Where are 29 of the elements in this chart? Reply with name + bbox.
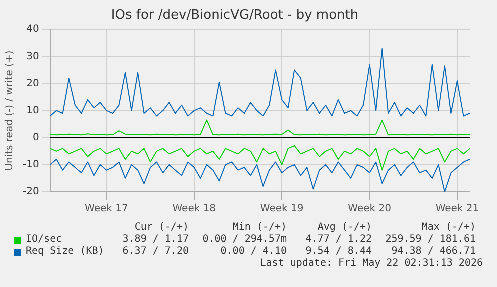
y-axis-title: Units read (-) / write (+) (4, 50, 16, 171)
y-tick-label: 10 (26, 105, 40, 116)
x-tick-label: Week 20 (348, 204, 392, 215)
x-tick-label: Week 21 (436, 204, 480, 215)
text: Max (-/+) (422, 222, 476, 234)
y-tick-label: 30 (26, 51, 40, 62)
legend-label: IO/sec (26, 234, 62, 246)
y-tick-label: -20 (22, 186, 40, 198)
text: 0.00 / 294.57m (202, 234, 287, 246)
text: 4.77 / 1.22 (306, 234, 372, 246)
text: 94.38 / 466.71 (392, 246, 476, 258)
x-tick-label: Week 18 (172, 204, 216, 215)
text: Avg (-/+) (318, 222, 372, 234)
y-tick-label: 0 (32, 132, 40, 144)
text: Min (-/+) (232, 222, 287, 234)
text: Cur (-/+) (134, 222, 189, 234)
text: 9.54 / 8.44 (306, 246, 372, 258)
y-tick-label: 40 (26, 24, 40, 36)
x-tick-label: Week 19 (260, 204, 304, 215)
y-tick-label: 20 (26, 78, 40, 90)
text: 6.37 / 7.20 (122, 246, 189, 258)
chart-title: IOs for /dev/BionicVG/Root - by month (111, 8, 359, 24)
legend-label: Req Size (KB) (26, 246, 104, 258)
text: Last update: Fri May 22 02:31:13 2026 (260, 258, 483, 270)
y-tick-label: -10 (22, 160, 40, 171)
text: 3.89 / 1.17 (122, 234, 189, 246)
text: 0.00 / 4.10 (220, 246, 287, 258)
text: 259.59 / 181.61 (386, 234, 476, 246)
x-tick-label: Week 17 (85, 204, 128, 215)
